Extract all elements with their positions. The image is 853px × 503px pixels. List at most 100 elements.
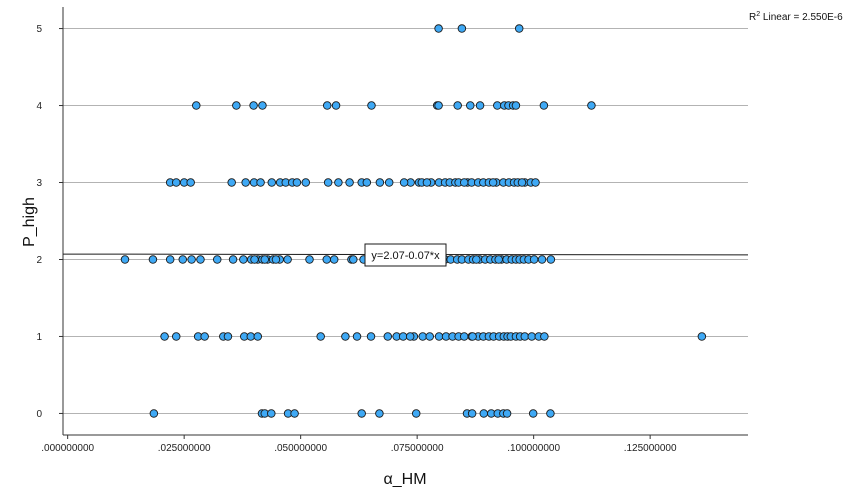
data-point xyxy=(357,409,366,418)
data-point xyxy=(411,409,421,418)
data-point xyxy=(292,178,302,187)
data-point xyxy=(459,332,469,341)
data-point xyxy=(529,255,539,264)
data-point xyxy=(434,24,443,33)
data-point xyxy=(228,255,238,264)
data-point xyxy=(258,101,267,110)
data-point xyxy=(539,101,549,110)
data-point xyxy=(502,409,512,418)
data-point xyxy=(196,255,205,264)
data-point xyxy=(697,332,707,341)
data-point xyxy=(316,332,325,341)
data-point xyxy=(527,332,537,341)
data-point xyxy=(540,332,549,341)
data-point xyxy=(260,255,270,264)
data-point xyxy=(227,178,236,187)
data-point xyxy=(459,178,469,187)
data-point xyxy=(241,178,250,187)
gridlines xyxy=(63,28,748,414)
data-point xyxy=(120,255,130,264)
data-point xyxy=(290,409,299,418)
data-point xyxy=(457,24,467,33)
data-point xyxy=(246,332,256,341)
axes xyxy=(62,7,748,436)
data-point xyxy=(468,332,477,341)
data-point xyxy=(212,255,222,264)
data-point xyxy=(425,332,434,341)
data-point xyxy=(587,101,596,110)
data-point xyxy=(362,178,372,187)
data-point xyxy=(531,178,540,187)
data-point xyxy=(345,178,354,187)
data-point xyxy=(322,101,332,110)
x-tick-label: .025000000 xyxy=(158,443,211,454)
data-point xyxy=(514,24,524,33)
equation-label-box: y=2.07-0.07*x xyxy=(364,243,447,267)
data-point xyxy=(200,332,209,341)
y-tick-label: 4 xyxy=(36,101,42,112)
r2-value: Linear = 2.550E-6 xyxy=(760,12,843,23)
y-tick-label: 2 xyxy=(36,255,42,266)
data-point xyxy=(341,332,350,341)
data-point xyxy=(418,332,427,341)
data-point xyxy=(398,332,408,341)
data-point xyxy=(301,178,311,187)
data-point xyxy=(256,178,265,187)
y-tick-label: 5 xyxy=(36,24,42,35)
data-point xyxy=(384,178,394,187)
y-axis-ticks: 0 1 2 3 4 5 xyxy=(36,24,63,420)
data-point xyxy=(383,332,393,341)
data-point xyxy=(232,101,241,110)
y-tick-label: 0 xyxy=(36,409,42,420)
y-tick-label: 3 xyxy=(36,178,42,189)
x-tick-label: .000000000 xyxy=(41,443,94,454)
data-point xyxy=(149,409,159,418)
data-point xyxy=(475,101,485,110)
equation-box xyxy=(364,243,447,267)
data-point xyxy=(546,409,555,418)
data-point xyxy=(192,101,201,110)
data-point xyxy=(165,255,175,264)
data-point xyxy=(434,332,444,341)
r2-prefix: R xyxy=(749,12,756,23)
data-point xyxy=(352,332,362,341)
data-point xyxy=(186,178,195,187)
data-point xyxy=(267,178,277,187)
data-point xyxy=(253,332,263,341)
data-point xyxy=(453,101,462,110)
data-point xyxy=(488,178,498,187)
data-point xyxy=(249,101,258,110)
equation-text: y=2.07-0.07*x xyxy=(371,250,440,262)
data-point xyxy=(399,178,409,187)
data-point xyxy=(178,255,188,264)
y-axis-title: P_high xyxy=(21,197,38,247)
data-point xyxy=(322,255,331,264)
data-point xyxy=(171,332,181,341)
data-point xyxy=(366,332,376,341)
data-point xyxy=(422,178,432,187)
data-point xyxy=(375,178,385,187)
data-point xyxy=(405,332,415,341)
data-point xyxy=(187,255,196,264)
x-tick-label: .100000000 xyxy=(507,443,560,454)
x-axis-title: α_HM xyxy=(383,471,426,488)
data-point xyxy=(511,101,521,110)
r2-annotation: R2 Linear = 2.550E-6 xyxy=(749,11,843,23)
data-point xyxy=(434,101,443,110)
data-point xyxy=(271,255,281,264)
data-point xyxy=(494,255,503,264)
data-point xyxy=(520,332,530,341)
data-point xyxy=(467,409,477,418)
data-point xyxy=(160,332,169,341)
data-point xyxy=(537,255,547,264)
data-point xyxy=(334,178,343,187)
data-point xyxy=(493,101,502,110)
data-point xyxy=(517,178,527,187)
data-point xyxy=(329,255,339,264)
x-tick-label: .050000000 xyxy=(274,443,327,454)
data-point xyxy=(223,332,233,341)
data-point xyxy=(367,101,376,110)
data-point xyxy=(171,178,181,187)
data-point xyxy=(283,255,292,264)
